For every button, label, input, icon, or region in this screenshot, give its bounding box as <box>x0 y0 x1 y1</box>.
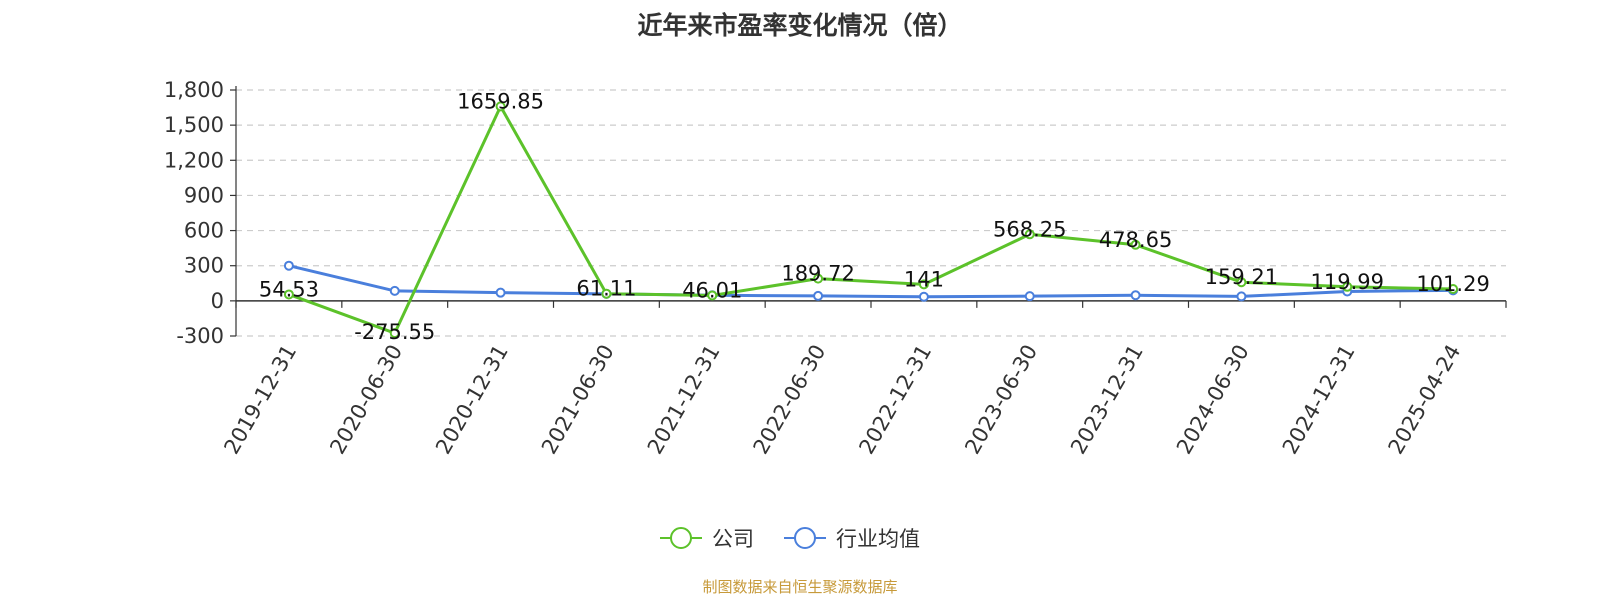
y-tick-label: 300 <box>184 254 224 278</box>
x-tick-label: 2023-12-31 <box>1066 341 1148 459</box>
legend-label: 行业均值 <box>836 527 920 551</box>
data-label: 119.99 <box>1311 270 1384 294</box>
y-tick-label: 600 <box>184 219 224 243</box>
data-label: 159.21 <box>1205 265 1278 289</box>
data-label: 46.01 <box>682 278 742 302</box>
data-point <box>283 260 294 271</box>
data-point <box>707 290 718 301</box>
x-tick-label: 2023-06-30 <box>960 341 1042 459</box>
data-point <box>1236 291 1247 302</box>
data-point <box>918 279 929 290</box>
data-label: 478.65 <box>1099 228 1172 252</box>
x-tick-label: 2024-06-30 <box>1172 341 1254 459</box>
legend-marker <box>670 527 692 549</box>
x-tick-label: 2020-06-30 <box>325 341 407 459</box>
data-point <box>813 290 824 301</box>
data-point <box>1448 283 1459 294</box>
y-tick-label: 1,500 <box>164 113 224 137</box>
data-point <box>389 328 400 339</box>
x-tick-label: 2019-12-31 <box>219 341 301 459</box>
data-point <box>495 287 506 298</box>
data-label: 568.25 <box>993 217 1066 241</box>
data-label: 189.72 <box>781 262 854 286</box>
series-line-industry-avg <box>288 264 1454 299</box>
x-tick-label: 2021-06-30 <box>537 341 619 459</box>
y-tick-label: 1,200 <box>164 148 224 172</box>
data-point <box>1024 291 1035 302</box>
source-note: 制图数据来自恒生聚源数据库 <box>702 578 897 596</box>
data-point <box>1024 229 1035 240</box>
y-tick-label: 900 <box>184 183 224 207</box>
data-label: 1659.85 <box>457 89 544 113</box>
series-line-company <box>288 104 1454 335</box>
legend-label: 公司 <box>712 527 754 551</box>
legend-marker <box>794 527 816 549</box>
data-label: 141 <box>904 267 944 291</box>
data-point <box>495 101 506 112</box>
y-tick-label: 0 <box>211 289 224 313</box>
data-point <box>918 291 929 302</box>
data-point <box>1342 281 1353 292</box>
data-point <box>813 273 824 284</box>
data-label: 61.11 <box>576 277 636 301</box>
data-label: 54.53 <box>259 277 319 301</box>
x-tick-label: 2024-12-31 <box>1278 341 1360 459</box>
x-tick-label: 2022-12-31 <box>854 341 936 459</box>
x-tick-label: 2020-12-31 <box>431 341 513 459</box>
data-point <box>283 289 294 300</box>
data-point <box>1236 277 1247 288</box>
data-label: -275.55 <box>354 320 435 344</box>
x-tick-label: 2021-12-31 <box>643 341 725 459</box>
data-point <box>1130 239 1141 250</box>
x-tick-label: 2022-06-30 <box>749 341 831 459</box>
data-point <box>389 285 400 296</box>
y-tick-label: 1,800 <box>164 78 224 102</box>
data-point <box>601 288 612 299</box>
chart-title: 近年来市盈率变化情况（倍） <box>637 11 963 40</box>
data-label: 101.29 <box>1416 272 1489 296</box>
y-tick-label: -300 <box>176 324 224 348</box>
data-point <box>1130 290 1141 301</box>
x-tick-label: 2025-04-24 <box>1384 341 1466 459</box>
